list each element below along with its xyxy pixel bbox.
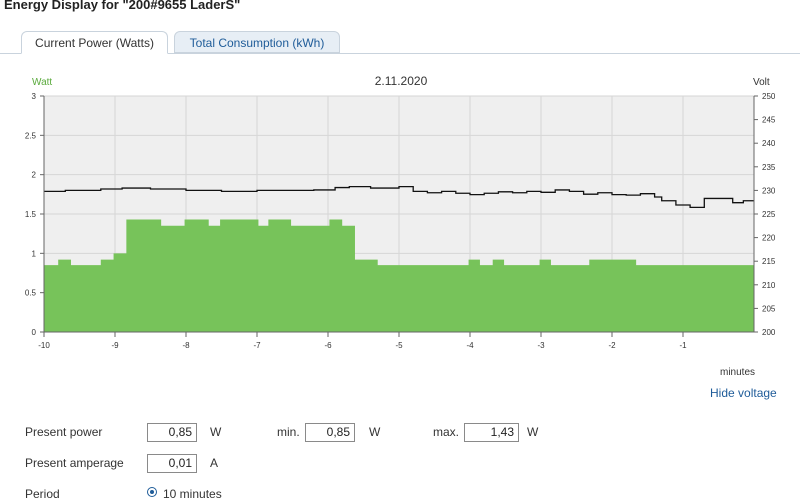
x-tick-label: -8 [182, 341, 190, 350]
page-title: Energy Display for "200#9655 LaderS" [4, 0, 241, 12]
x-axis-label: minutes [720, 367, 755, 378]
max-value: 1,43 [464, 423, 519, 442]
y-right-tick-label: 220 [762, 234, 776, 243]
period-label: Period [25, 487, 60, 501]
x-tick-label: -1 [679, 341, 687, 350]
y-right-tick-label: 205 [762, 304, 776, 313]
chart-axes: -10 -9 -8 -7 -6 -5 -4 -3 -2 -100.511.522.53200205… [25, 92, 776, 350]
tab-bar: Current Power (Watts) Total Consumption … [0, 31, 800, 54]
x-tick-label: -2 [608, 341, 616, 350]
y-left-tick-label: 3 [32, 92, 37, 101]
x-tick-label: -9 [111, 341, 119, 350]
x-tick-label: -6 [324, 341, 332, 350]
chart-title: 2.11.2020 [375, 74, 428, 88]
y-right-tick-label: 235 [762, 163, 776, 172]
present-amperage-label: Present amperage [25, 456, 124, 470]
x-tick-label: -7 [253, 341, 261, 350]
y-right-tick-label: 210 [762, 281, 776, 290]
x-tick-label: -4 [466, 341, 474, 350]
y-right-tick-label: 225 [762, 210, 776, 219]
power-chart: -10 -9 -8 -7 -6 -5 -4 -3 -2 -100.511.522.53200205… [25, 74, 776, 378]
y-left-tick-label: 2.5 [25, 131, 37, 140]
tab-current-power[interactable]: Current Power (Watts) [21, 31, 168, 54]
max-label: max. [433, 425, 460, 439]
y-right-axis-label: Volt [753, 77, 770, 88]
y-left-tick-label: 1 [32, 249, 37, 258]
max-unit: W [527, 425, 539, 439]
y-left-tick-label: 0 [32, 328, 37, 337]
min-value: 0,85 [305, 423, 355, 442]
present-power-label: Present power [25, 425, 103, 439]
tab-total-consumption[interactable]: Total Consumption (kWh) [174, 31, 340, 53]
voltage-line-series [44, 185, 754, 209]
present-amperage-value: 0,01 [147, 454, 197, 473]
present-power-unit: W [210, 425, 222, 439]
x-tick-label: -10 [38, 341, 50, 350]
min-label: min. [277, 425, 300, 439]
y-right-tick-label: 215 [762, 257, 776, 266]
period-option-label[interactable]: 10 minutes [163, 487, 222, 501]
hide-voltage-link[interactable]: Hide voltage [710, 386, 777, 400]
y-left-tick-label: 0.5 [25, 289, 37, 298]
min-unit: W [369, 425, 381, 439]
y-right-tick-label: 250 [762, 92, 776, 101]
present-amperage-unit: A [210, 456, 219, 470]
y-right-tick-label: 200 [762, 328, 776, 337]
period-radio-10-minutes[interactable] [147, 487, 157, 497]
present-power-value: 0,85 [147, 423, 197, 442]
y-left-tick-label: 2 [32, 171, 37, 180]
x-tick-label: -5 [395, 341, 403, 350]
x-tick-label: -3 [537, 341, 545, 350]
y-right-tick-label: 230 [762, 186, 776, 195]
y-left-axis-label: Watt [32, 77, 52, 88]
power-area-series [44, 219, 754, 332]
y-right-tick-label: 240 [762, 139, 776, 148]
y-left-tick-label: 1.5 [25, 210, 37, 219]
y-right-tick-label: 245 [762, 116, 776, 125]
